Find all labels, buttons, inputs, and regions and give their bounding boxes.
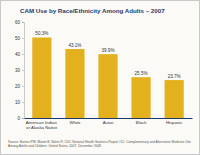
y-tick-mark — [22, 70, 24, 71]
x-tick: White — [69, 118, 81, 125]
y-tick-mark — [22, 38, 24, 39]
y-tick-label: 10 — [15, 100, 21, 105]
y-tick-label: 40 — [15, 52, 21, 57]
bar — [65, 49, 84, 118]
y-tick-label: 20 — [15, 84, 21, 89]
y-tick: 50 — [15, 36, 24, 41]
x-tick-label: Hispanic — [166, 120, 183, 125]
title: CAM Use by Race/Ethnicity Among Adults –… — [20, 7, 165, 14]
y-tick: 60 — [15, 20, 24, 25]
x-axis-line — [25, 118, 193, 119]
x-tick-label: Asian — [103, 120, 114, 125]
x-tick: American Indian or Alaska Native — [26, 118, 58, 130]
bars — [32, 38, 183, 118]
data-label: 39.9% — [101, 48, 114, 53]
data-label: 43.1% — [68, 43, 81, 48]
y-axis: 0 10 20 30 40 50 60 — [15, 20, 25, 121]
data-label: 25.5% — [135, 71, 148, 76]
bar — [165, 80, 184, 118]
bar — [131, 77, 150, 118]
background — [1, 1, 200, 155]
y-tick-mark — [22, 86, 24, 87]
y-tick-label: 30 — [15, 68, 21, 73]
y-tick-mark — [22, 54, 24, 55]
y-tick: 30 — [15, 68, 24, 73]
y-tick-label: 60 — [15, 20, 21, 25]
x-tick-label: White — [69, 120, 81, 125]
y-tick: 20 — [15, 84, 24, 89]
y-tick-label: 50 — [15, 36, 21, 41]
y-tick: 40 — [15, 52, 24, 57]
x-tick: Black — [136, 118, 147, 125]
x-tick: Asian — [103, 118, 114, 125]
y-tick: 10 — [15, 100, 24, 105]
source-note: Source: Barnes PM, Bloom B, Nahin R. CDC… — [8, 140, 192, 148]
chart: CAM Use by Race/Ethnicity Among Adults –… — [0, 0, 200, 155]
bar — [32, 38, 51, 118]
data-label: 50.3% — [35, 31, 48, 36]
data-label: 23.7% — [168, 74, 181, 79]
y-tick-mark — [22, 102, 24, 103]
y-tick-mark — [22, 22, 24, 23]
annotations: Source: Barnes PM, Bloom B, Nahin R. CDC… — [8, 140, 192, 148]
x-tick-label: American Indian or Alaska Native — [26, 120, 58, 130]
y-axis-line — [22, 23, 25, 119]
y-tick: 0 — [17, 116, 24, 121]
bar — [98, 54, 117, 118]
x-axis: American Indian or Alaska Native White Asi… — [25, 118, 193, 130]
x-tick-label: Black — [136, 120, 147, 125]
y-tick-label: 0 — [17, 116, 20, 121]
y-tick-mark — [22, 118, 24, 119]
x-tick: Hispanic — [166, 118, 183, 125]
